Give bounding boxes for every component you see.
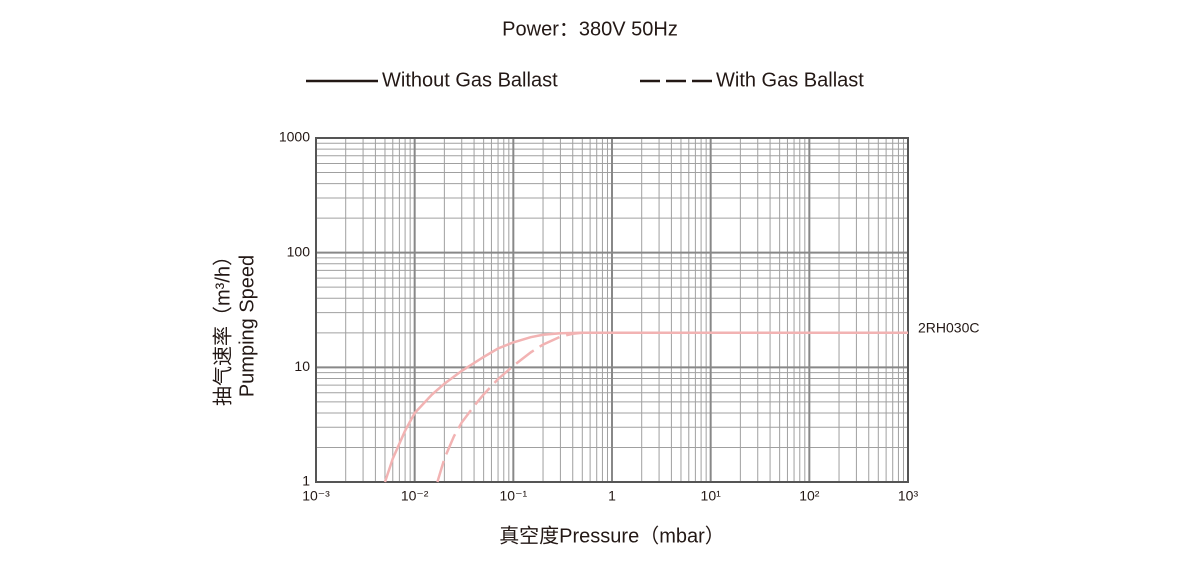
x-tick-label: 10¹ (701, 488, 722, 504)
y-axis-label: 抽气速率（m³/h） (211, 246, 234, 406)
y-axis-label: Pumping Speed (236, 255, 258, 397)
y-tick-label: 100 (287, 243, 311, 259)
x-tick-label: 10³ (898, 488, 919, 504)
x-tick-label: 10⁻¹ (500, 488, 528, 504)
plot-frame (315, 137, 909, 483)
x-tick-label: 1 (608, 488, 616, 504)
chart-title: Power：380V 50Hz (502, 18, 678, 40)
legend-label: With Gas Ballast (716, 69, 864, 91)
series-line (383, 331, 908, 483)
y-tick-label: 1 (302, 473, 310, 489)
x-axis-label: 真空度Pressure（mbar） (499, 524, 725, 547)
y-tick-label: 1000 (279, 129, 310, 145)
series-line (436, 331, 908, 483)
x-tick-label: 10⁻³ (302, 488, 330, 504)
y-tick-label: 10 (294, 358, 310, 374)
legend-label: Without Gas Ballast (382, 69, 558, 91)
annotation: 2RH030C (918, 320, 979, 336)
x-tick-label: 10⁻² (401, 488, 429, 504)
x-tick-label: 10² (799, 488, 820, 504)
